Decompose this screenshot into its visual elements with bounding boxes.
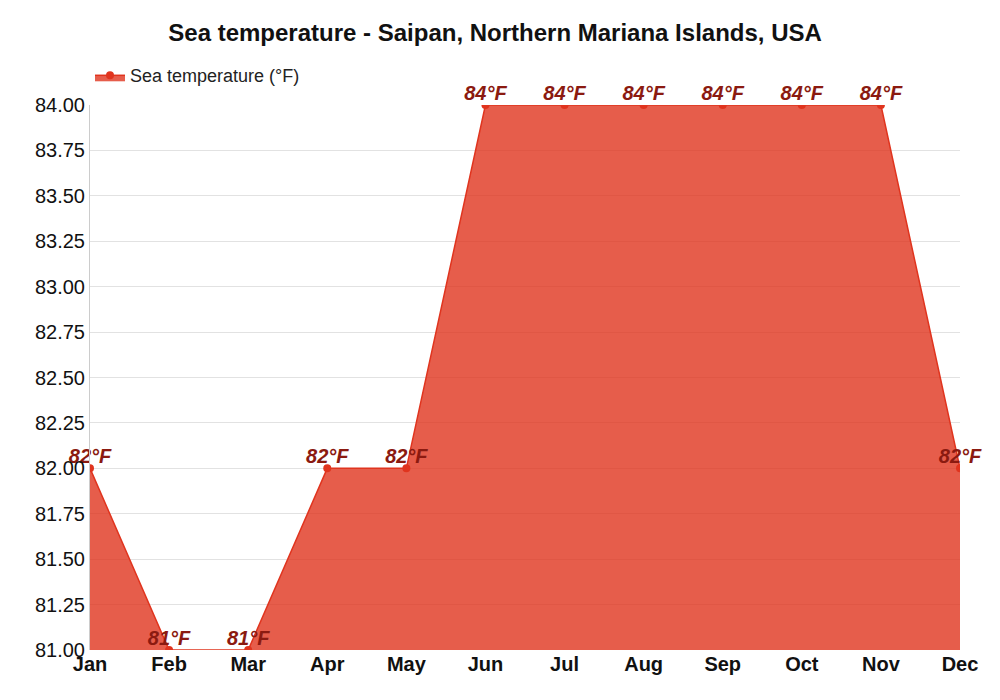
svg-text:82.50: 82.50	[35, 367, 85, 389]
svg-text:Jun: Jun	[468, 653, 504, 675]
svg-text:Jul: Jul	[550, 653, 579, 675]
svg-text:82°F: 82°F	[306, 445, 349, 467]
svg-text:Dec: Dec	[942, 653, 979, 675]
svg-text:Nov: Nov	[862, 653, 901, 675]
svg-text:84°F: 84°F	[781, 82, 824, 104]
svg-text:84°F: 84°F	[701, 82, 744, 104]
svg-text:Sea temperature (°F): Sea temperature (°F)	[130, 66, 299, 86]
svg-text:81°F: 81°F	[227, 627, 270, 649]
svg-text:84°F: 84°F	[543, 82, 586, 104]
svg-text:Feb: Feb	[151, 653, 187, 675]
svg-text:81.75: 81.75	[35, 503, 85, 525]
svg-text:81.25: 81.25	[35, 594, 85, 616]
svg-text:82°F: 82°F	[385, 445, 428, 467]
svg-text:84°F: 84°F	[860, 82, 903, 104]
svg-text:82.00: 82.00	[35, 457, 85, 479]
svg-text:Sep: Sep	[704, 653, 741, 675]
svg-text:83.25: 83.25	[35, 230, 85, 252]
svg-text:82.25: 82.25	[35, 412, 85, 434]
svg-text:83.75: 83.75	[35, 139, 85, 161]
svg-text:82°F: 82°F	[69, 445, 112, 467]
svg-text:82°F: 82°F	[939, 445, 982, 467]
svg-text:84°F: 84°F	[464, 82, 507, 104]
svg-text:83.50: 83.50	[35, 185, 85, 207]
svg-text:Sea temperature - Saipan, Nort: Sea temperature - Saipan, Northern Maria…	[168, 19, 822, 46]
svg-text:81.00: 81.00	[35, 639, 85, 661]
svg-text:Aug: Aug	[624, 653, 663, 675]
svg-text:Apr: Apr	[310, 653, 345, 675]
svg-text:81°F: 81°F	[148, 627, 191, 649]
svg-text:Oct: Oct	[785, 653, 819, 675]
svg-text:84°F: 84°F	[622, 82, 665, 104]
svg-text:82.75: 82.75	[35, 321, 85, 343]
svg-text:Mar: Mar	[230, 653, 266, 675]
svg-text:81.50: 81.50	[35, 548, 85, 570]
svg-text:83.00: 83.00	[35, 276, 85, 298]
svg-text:May: May	[387, 653, 427, 675]
svg-text:84.00: 84.00	[35, 94, 85, 116]
svg-text:Jan: Jan	[73, 653, 107, 675]
